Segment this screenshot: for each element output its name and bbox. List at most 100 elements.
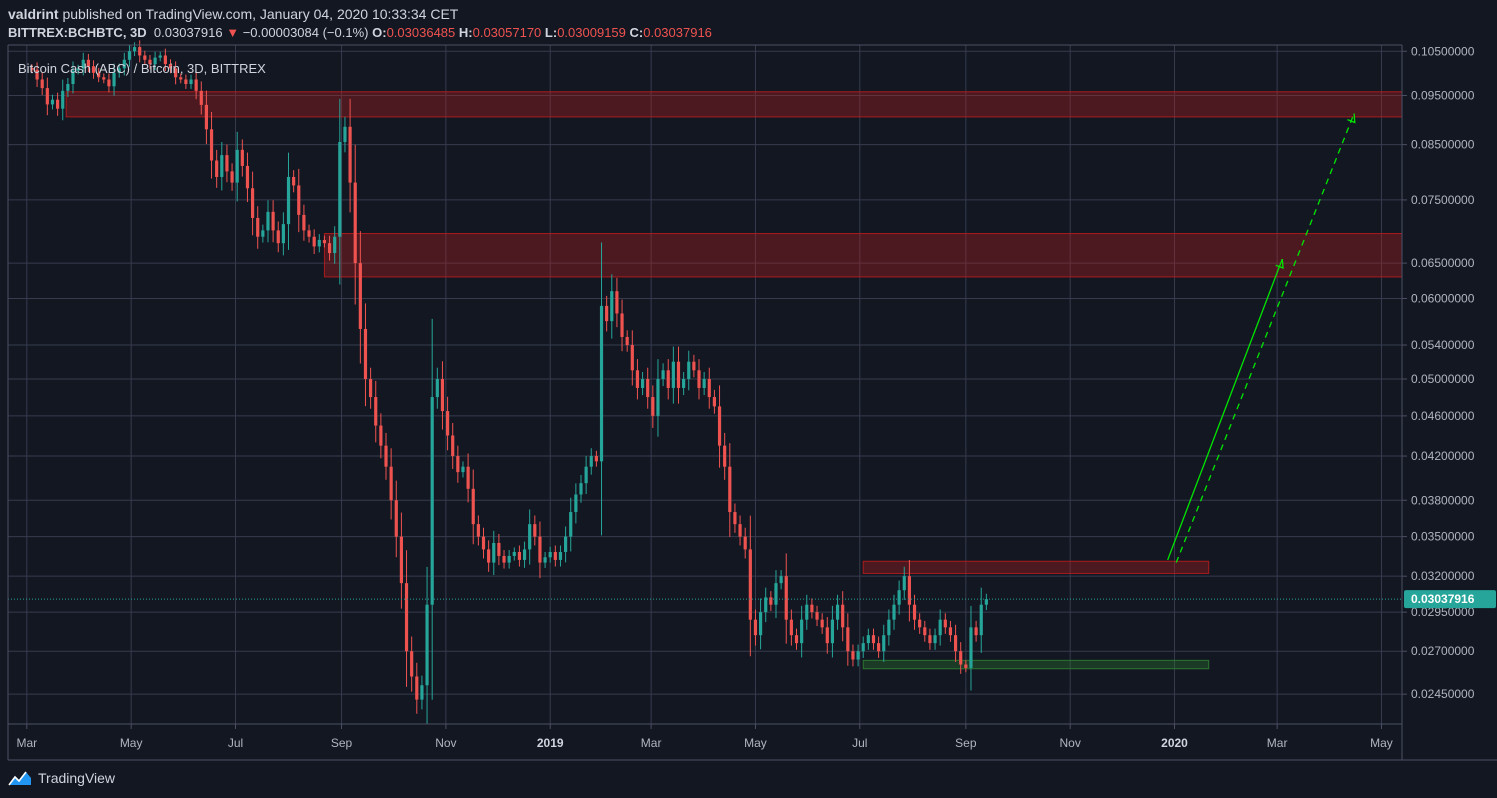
candle-down[interactable] [707, 379, 711, 398]
candle-down[interactable] [943, 619, 947, 628]
candle-up[interactable] [764, 597, 768, 613]
candle-up[interactable] [122, 59, 126, 69]
candle-up[interactable] [835, 604, 840, 620]
candle-down[interactable] [738, 524, 742, 537]
candle-up[interactable] [779, 576, 783, 584]
candle-down[interactable] [107, 79, 111, 87]
candle-down[interactable] [769, 597, 773, 605]
candle-down[interactable] [871, 635, 876, 644]
candle-down[interactable] [625, 336, 629, 346]
candle-up[interactable] [640, 379, 645, 388]
candle-down[interactable] [487, 549, 491, 563]
candle-up[interactable] [938, 619, 942, 636]
candle-up[interactable] [861, 643, 865, 652]
candle-up[interactable] [430, 397, 434, 605]
candle-down[interactable] [445, 411, 450, 436]
candle-down[interactable] [91, 66, 96, 73]
candle-down[interactable] [348, 126, 352, 183]
candle-down[interactable] [399, 536, 403, 584]
candle-down[interactable] [877, 643, 881, 652]
candle-up[interactable] [528, 524, 532, 550]
candlestick-series[interactable] [8, 40, 1402, 727]
candle-down[interactable] [379, 425, 383, 446]
candle-down[interactable] [676, 361, 681, 388]
candle-up[interactable] [564, 536, 568, 553]
candle-up[interactable] [774, 583, 778, 605]
candle-down[interactable] [143, 55, 147, 60]
candle-down[interactable] [415, 676, 419, 700]
candle-down[interactable] [794, 635, 799, 644]
candle-up[interactable] [261, 230, 265, 237]
candle-down[interactable] [394, 500, 398, 537]
candle-down[interactable] [538, 536, 542, 563]
candle-down[interactable] [948, 627, 953, 636]
candle-up[interactable] [189, 79, 193, 85]
candle-down[interactable] [502, 555, 506, 563]
candle-up[interactable] [543, 557, 547, 563]
candle-up[interactable] [892, 604, 896, 620]
candle-down[interactable] [322, 239, 327, 244]
candle-down[interactable] [692, 361, 696, 371]
candle-up[interactable] [682, 379, 686, 388]
candle-down[interactable] [615, 291, 619, 314]
candle-up[interactable] [856, 651, 860, 660]
candle-down[interactable] [199, 90, 203, 105]
candle-up[interactable] [435, 379, 439, 398]
symbol-label[interactable]: BITTREX:BCHBTC, 3D [8, 25, 147, 40]
candle-up[interactable] [687, 361, 691, 380]
candle-down[interactable] [497, 542, 501, 556]
candle-down[interactable] [712, 397, 716, 407]
candle-up[interactable] [702, 379, 706, 388]
candle-down[interactable] [605, 305, 609, 322]
candle-down[interactable] [209, 129, 214, 161]
candle-up[interactable] [317, 239, 321, 247]
candle-up[interactable] [507, 555, 511, 563]
candle-down[interactable] [174, 68, 178, 78]
publisher-name[interactable]: valdrint [8, 6, 59, 22]
candle-down[interactable] [271, 211, 275, 231]
candle-down[interactable] [369, 379, 373, 398]
candle-down[interactable] [276, 230, 280, 244]
candle-down[interactable] [353, 182, 357, 264]
candle-up[interactable] [656, 379, 660, 416]
candle-down[interactable] [312, 236, 316, 247]
candle-down[interactable] [820, 619, 824, 628]
candle-up[interactable] [610, 291, 614, 322]
candle-up[interactable] [984, 599, 988, 605]
candle-up[interactable] [902, 576, 906, 591]
candle-up[interactable] [805, 604, 809, 620]
candle-down[interactable] [251, 188, 255, 218]
candle-down[interactable] [481, 536, 486, 550]
candle-up[interactable] [969, 627, 973, 668]
candle-up[interactable] [220, 155, 224, 177]
candle-up[interactable] [897, 590, 901, 605]
candle-down[interactable] [743, 536, 747, 550]
candle-down[interactable] [374, 397, 378, 426]
candle-up[interactable] [599, 305, 604, 462]
candle-down[interactable] [204, 104, 209, 130]
candle-down[interactable] [635, 370, 640, 388]
candle-up[interactable] [132, 47, 137, 52]
candle-up[interactable] [127, 51, 132, 60]
candle-down[interactable] [651, 397, 655, 416]
candle-down[interactable] [733, 512, 737, 525]
candle-up[interactable] [420, 685, 424, 700]
candle-down[interactable] [815, 612, 819, 620]
candle-down[interactable] [194, 79, 198, 91]
candle-down[interactable] [912, 604, 917, 620]
candle-up[interactable] [50, 99, 55, 105]
candle-up[interactable] [671, 361, 675, 388]
candle-down[interactable] [97, 72, 101, 78]
candle-up[interactable] [266, 211, 270, 231]
candle-down[interactable] [717, 406, 722, 446]
candle-down[interactable] [292, 176, 296, 186]
candle-down[interactable] [728, 466, 732, 513]
candle-down[interactable] [168, 64, 173, 69]
candle-down[interactable] [907, 576, 911, 605]
candle-down[interactable] [256, 217, 260, 237]
candle-up[interactable] [425, 604, 429, 686]
candle-down[interactable] [533, 524, 537, 537]
candle-up[interactable] [492, 542, 496, 563]
candle-down[interactable] [179, 77, 183, 80]
